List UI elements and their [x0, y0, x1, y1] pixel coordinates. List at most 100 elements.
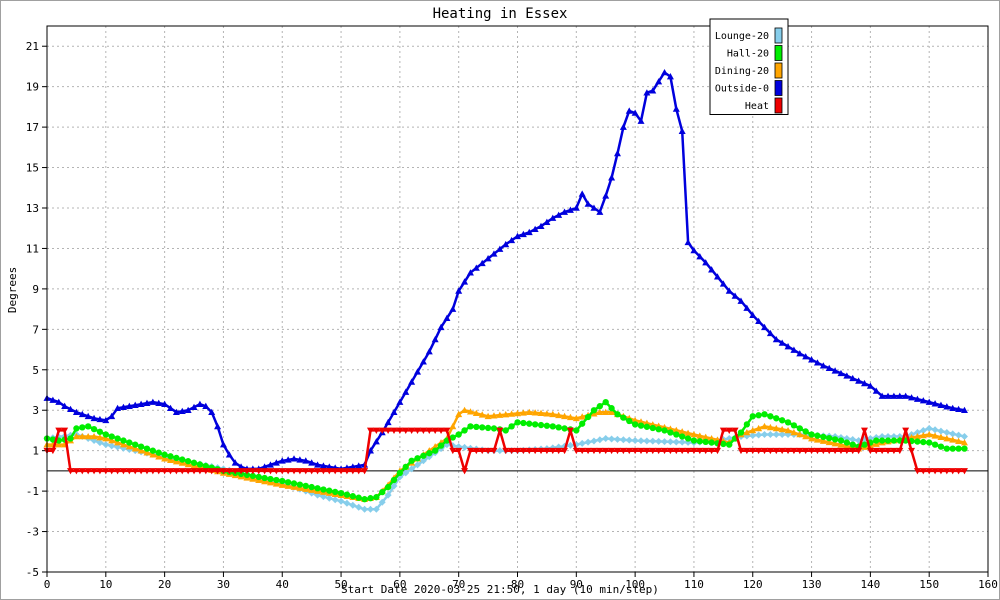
data-point — [390, 427, 398, 434]
data-point — [196, 468, 204, 475]
data-point — [766, 447, 774, 455]
data-point — [114, 468, 122, 475]
y-tick-label: 11 — [26, 242, 39, 255]
data-point — [837, 369, 845, 377]
data-point — [702, 438, 709, 446]
data-point — [90, 468, 98, 475]
data-point — [584, 200, 592, 207]
data-point — [349, 468, 357, 475]
data-point — [549, 423, 556, 430]
data-point — [943, 468, 951, 475]
data-point — [343, 468, 351, 475]
data-point — [613, 435, 621, 443]
data-point — [308, 459, 316, 466]
data-point — [919, 432, 927, 439]
data-point — [925, 430, 933, 438]
data-point — [702, 447, 710, 455]
data-point — [149, 451, 157, 458]
y-tick-label: 15 — [26, 162, 39, 175]
data-point — [679, 433, 686, 440]
data-point — [661, 438, 669, 446]
data-point — [137, 400, 145, 407]
data-point — [461, 406, 469, 414]
data-point — [831, 447, 839, 455]
data-point — [925, 424, 933, 432]
data-point — [561, 425, 568, 432]
data-point — [843, 442, 851, 449]
legend-swatch — [774, 45, 783, 61]
data-point — [596, 408, 604, 416]
data-point — [843, 447, 851, 455]
data-point — [284, 456, 292, 463]
data-point — [190, 403, 198, 410]
data-point — [466, 269, 474, 276]
data-point — [225, 451, 233, 458]
data-point — [361, 505, 369, 513]
data-point — [796, 447, 804, 455]
legend-item: Heat — [745, 97, 783, 114]
data-point — [743, 421, 751, 428]
data-point — [955, 437, 963, 445]
data-point — [849, 436, 857, 444]
data-point — [355, 462, 363, 469]
data-point — [572, 414, 580, 422]
data-point — [825, 364, 833, 372]
data-point — [161, 451, 168, 458]
data-point — [719, 427, 727, 434]
data-point — [566, 413, 574, 421]
data-point — [761, 411, 768, 418]
data-point — [96, 415, 104, 423]
data-point — [960, 406, 968, 414]
data-point — [331, 496, 339, 504]
data-point — [708, 435, 716, 442]
data-point — [555, 411, 563, 419]
data-point — [67, 435, 74, 442]
data-point — [178, 468, 186, 475]
data-point — [143, 449, 151, 456]
data-point — [937, 427, 945, 435]
data-point — [843, 439, 850, 446]
data-point — [902, 392, 910, 399]
data-point — [949, 430, 957, 438]
data-point — [661, 69, 669, 76]
data-point — [325, 463, 333, 470]
legend-label: Heat — [745, 101, 769, 112]
data-point — [820, 433, 827, 441]
data-point — [314, 485, 321, 492]
data-point — [61, 427, 69, 434]
data-point — [814, 432, 821, 439]
data-point — [196, 400, 204, 407]
data-point — [949, 436, 957, 443]
data-point — [273, 476, 280, 484]
data-point — [943, 435, 951, 442]
y-tick-label: 19 — [26, 81, 39, 94]
data-point — [790, 346, 798, 353]
data-point — [525, 408, 533, 416]
data-point — [937, 401, 945, 408]
data-point — [432, 447, 439, 454]
data-point — [90, 425, 98, 433]
data-point — [914, 438, 921, 445]
data-point — [455, 431, 462, 438]
data-point — [643, 423, 651, 430]
data-point — [837, 441, 845, 448]
y-tick-label: 9 — [32, 283, 39, 296]
data-point — [478, 411, 486, 418]
data-point — [255, 468, 263, 475]
data-point — [749, 432, 757, 439]
data-point — [531, 421, 539, 428]
legend-item: Lounge-20 — [715, 27, 783, 44]
data-point — [761, 422, 769, 430]
data-point — [690, 447, 698, 455]
data-point — [449, 422, 457, 430]
data-point — [913, 468, 921, 475]
data-point — [437, 427, 445, 434]
data-point — [690, 430, 698, 438]
data-point — [161, 455, 169, 462]
data-point — [708, 266, 716, 273]
data-point — [802, 353, 810, 360]
data-point — [549, 410, 557, 418]
data-point — [384, 491, 392, 499]
data-point — [373, 494, 380, 501]
y-tick-label: 5 — [32, 364, 39, 377]
